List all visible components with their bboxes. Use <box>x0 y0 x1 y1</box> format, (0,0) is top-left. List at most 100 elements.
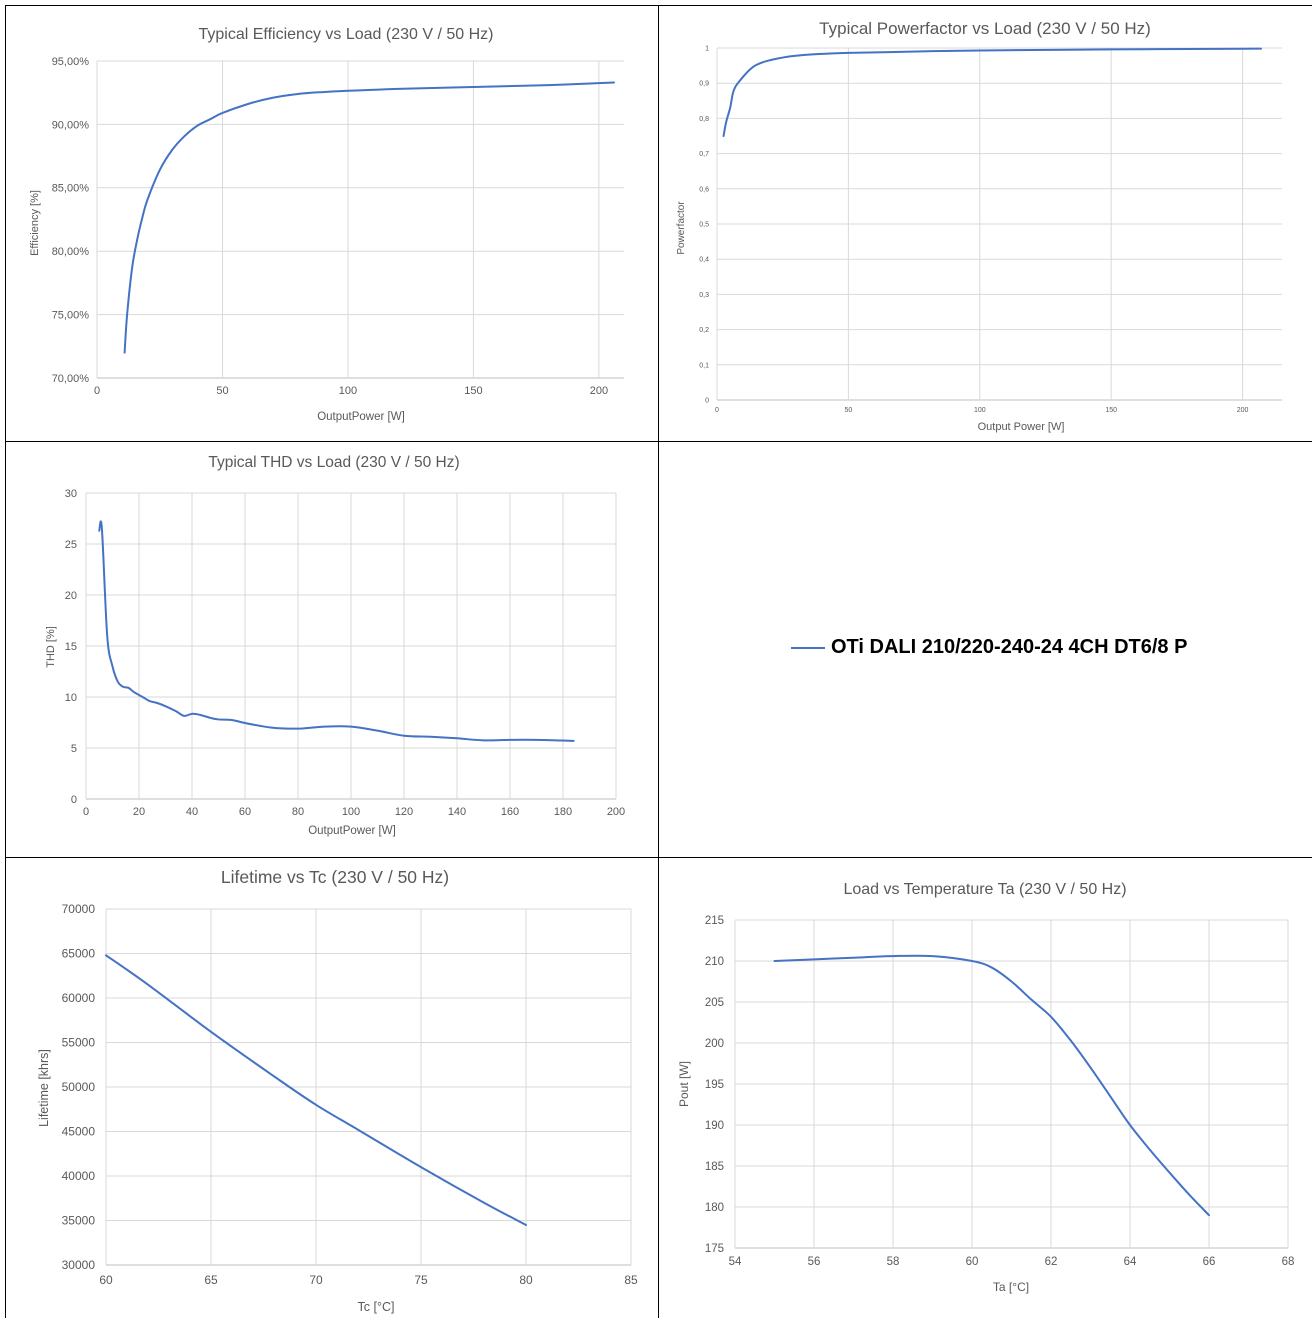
y-tick-label: 90,00% <box>52 119 90 131</box>
y-tick-label: 45000 <box>62 1125 96 1139</box>
series-line <box>105 954 527 1226</box>
y-tick-label: 10 <box>65 692 77 704</box>
x-tick-label: 200 <box>1237 407 1249 414</box>
y-tick-label: 70000 <box>62 902 96 916</box>
y-tick-label: 175 <box>705 1243 724 1255</box>
load-temperature-chart: Load vs Temperature Ta (230 V / 50 Hz) 17… <box>677 881 1295 1294</box>
thd-chart: Typical THD vs Load (230 V / 50 Hz) 0 5 10 1… <box>45 454 625 837</box>
y-tick-label: 55000 <box>62 1036 96 1050</box>
x-tick-label: 0 <box>715 407 719 414</box>
y-tick-label: 5 <box>71 743 77 755</box>
y-tick-label: 0,1 <box>699 362 709 369</box>
chart-legend: OTi DALI 210/220-240-24 4CH DT6/8 P <box>791 636 1187 659</box>
y-tick-label: 30 <box>65 488 77 500</box>
y-tick-label: 195 <box>705 1079 724 1091</box>
x-tick-label: 50 <box>844 407 852 414</box>
y-tick-label: 50000 <box>62 1080 96 1094</box>
x-tick-label: 0 <box>83 806 89 818</box>
x-axis-label: OutputPower [W] <box>317 411 405 423</box>
x-tick-label: 62 <box>1045 1256 1058 1268</box>
y-tick-label: 0,5 <box>699 221 709 228</box>
chart-title: Typical Powerfactor vs Load (230 V / 50 … <box>819 19 1151 38</box>
series-line <box>123 81 615 354</box>
series-line <box>98 520 575 742</box>
x-tick-label: 50 <box>216 385 228 397</box>
x-tick-label: 80 <box>519 1273 533 1287</box>
y-tick-label: 0,9 <box>699 81 709 88</box>
x-axis-label: Tc [°C] <box>358 1300 395 1314</box>
y-tick-label: 215 <box>705 915 724 927</box>
x-tick-label: 54 <box>729 1256 742 1268</box>
frame-left <box>5 5 6 1318</box>
x-tick-label: 120 <box>395 806 413 818</box>
y-tick-label: 200 <box>705 1038 724 1050</box>
y-tick-label: 0,4 <box>699 257 709 264</box>
x-tick-label: 58 <box>887 1256 900 1268</box>
x-tick-label: 64 <box>1124 1256 1137 1268</box>
y-axis-label: Powerfactor <box>676 201 687 255</box>
y-axis-label: Pout [W] <box>677 1061 691 1107</box>
x-tick-label: 60 <box>966 1256 979 1268</box>
y-tick-label: 0 <box>705 397 709 404</box>
y-tick-label: 80,00% <box>52 246 90 258</box>
x-tick-label: 85 <box>624 1273 638 1287</box>
x-tick-label: 100 <box>974 407 986 414</box>
chart-title: Typical Efficiency vs Load (230 V / 50 H… <box>199 26 494 43</box>
x-tick-label: 200 <box>590 385 608 397</box>
x-tick-label: 56 <box>808 1256 821 1268</box>
chart-title: Load vs Temperature Ta (230 V / 50 Hz) <box>843 881 1126 898</box>
x-tick-label: 20 <box>133 806 145 818</box>
x-axis-label: Ta [°C] <box>993 1280 1029 1294</box>
legend-swatch <box>791 646 825 649</box>
legend-label: OTi DALI 210/220-240-24 4CH DT6/8 P <box>831 636 1188 658</box>
y-tick-label: 40000 <box>62 1169 96 1183</box>
x-tick-label: 180 <box>554 806 572 818</box>
y-tick-label: 0,2 <box>699 327 709 334</box>
chart-title: Typical THD vs Load (230 V / 50 Hz) <box>208 454 459 471</box>
y-tick-label: 185 <box>705 1161 724 1173</box>
x-tick-label: 100 <box>342 806 360 818</box>
x-tick-label: 70 <box>309 1273 323 1287</box>
series-line <box>773 954 1210 1217</box>
y-tick-label: 20 <box>65 590 77 602</box>
x-tick-label: 150 <box>1105 407 1117 414</box>
y-tick-label: 25 <box>65 539 77 551</box>
x-axis-label: Output Power [W] <box>978 421 1065 433</box>
y-axis-label: Lifetime [khrs] <box>37 1049 51 1127</box>
y-tick-label: 95,00% <box>52 56 90 68</box>
x-tick-label: 65 <box>204 1273 218 1287</box>
series-line <box>722 47 1262 137</box>
y-tick-label: 70,00% <box>52 373 90 385</box>
x-tick-label: 140 <box>448 806 466 818</box>
x-axis-label: OutputPower [W] <box>308 825 396 837</box>
lifetime-chart: Lifetime vs Tc (230 V / 50 Hz) 30000 35000… <box>37 867 638 1314</box>
x-tick-label: 100 <box>339 385 357 397</box>
y-axis-label: Efficiency [%] <box>29 190 41 256</box>
x-tick-label: 200 <box>607 806 625 818</box>
y-tick-label: 60000 <box>62 991 96 1005</box>
y-tick-label: 205 <box>705 997 724 1009</box>
y-tick-label: 15 <box>65 641 77 653</box>
y-tick-label: 0,7 <box>699 151 709 158</box>
powerfactor-chart: Typical Powerfactor vs Load (230 V / 50 … <box>676 19 1282 433</box>
y-tick-label: 35000 <box>62 1214 96 1228</box>
x-tick-label: 40 <box>186 806 198 818</box>
y-tick-label: 0,3 <box>699 292 709 299</box>
x-tick-label: 68 <box>1282 1256 1295 1268</box>
y-tick-label: 210 <box>705 956 724 968</box>
x-tick-label: 160 <box>501 806 519 818</box>
frame-vertical-divider <box>658 5 659 1318</box>
chart-title: Lifetime vs Tc (230 V / 50 Hz) <box>221 867 449 887</box>
x-tick-label: 66 <box>1203 1256 1216 1268</box>
x-tick-label: 60 <box>99 1273 113 1287</box>
y-tick-label: 180 <box>705 1202 724 1214</box>
x-tick-label: 75 <box>414 1273 428 1287</box>
y-tick-label: 1 <box>705 45 709 52</box>
y-tick-label: 0,6 <box>699 186 709 193</box>
y-tick-label: 0,8 <box>699 116 709 123</box>
y-axis-label: THD [%] <box>45 626 57 668</box>
y-tick-label: 85,00% <box>52 183 90 195</box>
frame-row-divider-2 <box>5 857 1312 858</box>
x-tick-label: 60 <box>239 806 251 818</box>
y-tick-label: 0 <box>71 794 77 806</box>
